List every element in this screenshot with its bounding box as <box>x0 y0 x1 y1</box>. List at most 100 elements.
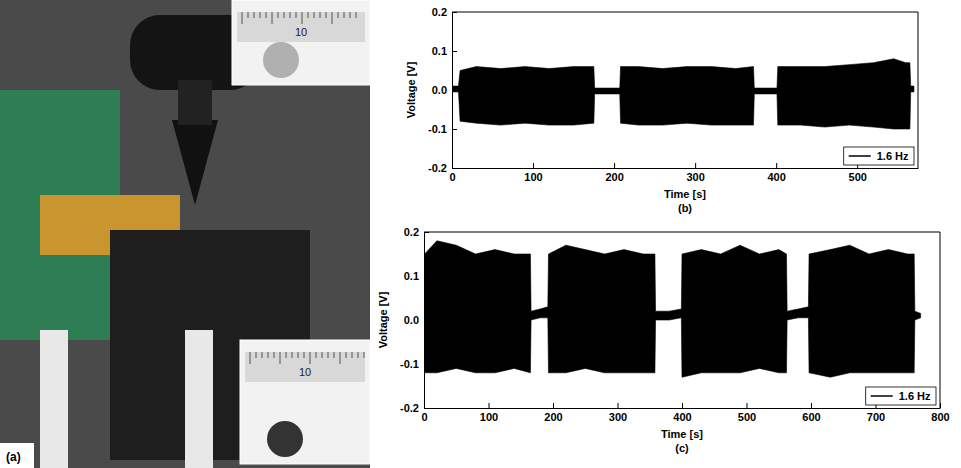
x-tick-mark <box>553 403 554 408</box>
inset-object <box>263 42 299 78</box>
x-tick-label: 500 <box>849 171 867 183</box>
plot-area <box>452 59 914 129</box>
photo-leg <box>40 330 68 468</box>
x-tick: 500 <box>738 403 756 423</box>
ruler-tick <box>358 352 359 358</box>
ruler-tick <box>250 352 251 364</box>
panel-label: (b) <box>678 202 692 214</box>
ruler-tick <box>334 352 335 358</box>
ruler-label: 10 <box>295 26 307 38</box>
ruler-tick <box>328 352 329 358</box>
x-tick-label: 0 <box>449 171 455 183</box>
panel-label-box <box>0 443 34 468</box>
y-axis: -0.2 -0.1 0.0 0.1 0.2 <box>400 226 429 414</box>
y-tick-label: -0.2 <box>428 162 447 174</box>
y-tick-mark <box>452 12 457 13</box>
y-tick-mark <box>424 276 429 277</box>
y-tick-mark <box>424 232 429 233</box>
y-tick-mark <box>452 51 457 52</box>
legend-label: 1.6 Hz <box>899 390 931 402</box>
legend-label: 1.6 Hz <box>877 150 909 162</box>
ruler-tick <box>260 12 261 18</box>
y-tick-label: 0.2 <box>404 226 419 238</box>
ruler-tick <box>314 12 315 18</box>
ruler-tick <box>268 352 269 358</box>
x-tick-mark <box>489 403 490 408</box>
x-tick-label: 600 <box>802 411 820 423</box>
y-tick-mark <box>424 364 429 365</box>
ruler-tick <box>292 352 293 358</box>
x-tick-mark <box>695 163 696 168</box>
y-tick-label: 0.1 <box>404 270 419 282</box>
inset-ruler <box>237 12 365 42</box>
ruler-tick <box>332 12 333 24</box>
ruler-tick <box>248 12 249 18</box>
ruler-tick <box>266 12 267 18</box>
frame-right <box>940 232 941 408</box>
y-tick-mark <box>452 168 457 169</box>
ruler-tick <box>340 352 341 364</box>
frame-top <box>452 12 918 13</box>
y-tick-label: 0.0 <box>432 84 447 96</box>
x-tick-label: 100 <box>480 411 498 423</box>
figure: 1010(a)0100200300400500-0.2-0.10.00.10.2… <box>0 0 961 468</box>
y-tick-label: 0.0 <box>404 314 419 326</box>
y-tick-mark <box>452 90 457 91</box>
y-tick-mark <box>424 320 429 321</box>
y-tick: 0.1 <box>432 45 457 57</box>
x-tick-mark <box>618 403 619 408</box>
x-tick-label: 800 <box>931 411 949 423</box>
ruler-tick <box>304 352 305 358</box>
panel-label: (c) <box>675 442 689 454</box>
ruler-tick <box>344 12 345 18</box>
y-tick-mark <box>424 408 429 409</box>
y-tick: 0.1 <box>404 270 429 282</box>
x-tick: 100 <box>480 403 498 423</box>
ruler-tick <box>254 12 255 18</box>
ruler-tick <box>272 12 273 24</box>
frame-top <box>424 232 940 233</box>
chart-panel: 0100200300400500600700800-0.2-0.10.00.10… <box>377 226 950 454</box>
x-tick-mark <box>533 163 534 168</box>
y-tick: 0.2 <box>404 226 429 238</box>
x-tick: 700 <box>867 403 885 423</box>
ruler-tick <box>290 12 291 18</box>
ruler-tick <box>242 12 243 24</box>
x-tick-label: 700 <box>867 411 885 423</box>
legend-swatch <box>849 155 871 157</box>
photo-inset: 10 <box>232 0 370 85</box>
ruler-tick <box>346 352 347 358</box>
ruler-tick <box>284 12 285 18</box>
x-tick-label: 200 <box>544 411 562 423</box>
ruler-tick <box>278 12 279 18</box>
y-tick-label: -0.2 <box>400 402 419 414</box>
ruler-tick <box>308 12 309 18</box>
x-tick-mark <box>747 403 748 408</box>
y-tick-label: -0.1 <box>428 123 447 135</box>
y-tick: -0.1 <box>400 358 429 370</box>
x-tick-mark <box>682 403 683 408</box>
ruler-tick <box>274 352 275 358</box>
ruler-tick <box>316 352 317 358</box>
y-tick-mark <box>452 129 457 130</box>
ruler-tick <box>356 12 357 18</box>
x-axis: 0100200300400500600700800 <box>421 403 949 423</box>
ruler-tick <box>320 12 321 18</box>
x-tick-label: 100 <box>524 171 542 183</box>
inset-object <box>267 421 303 457</box>
x-tick-mark <box>776 163 777 168</box>
ruler-tick <box>322 352 323 358</box>
x-tick: 500 <box>849 163 867 183</box>
x-tick-label: 300 <box>609 411 627 423</box>
ruler-tick <box>364 352 365 358</box>
legend-box <box>844 147 914 165</box>
x-tick-label: 400 <box>767 171 785 183</box>
y-tick: 0.0 <box>432 84 457 96</box>
x-tick-label: 0 <box>421 411 427 423</box>
photo-background <box>0 0 370 468</box>
ruler-label: 10 <box>299 366 311 378</box>
x-tick-mark <box>940 403 941 408</box>
ruler-tick <box>280 352 281 364</box>
x-tick: 300 <box>686 163 704 183</box>
photo-column <box>178 80 212 125</box>
